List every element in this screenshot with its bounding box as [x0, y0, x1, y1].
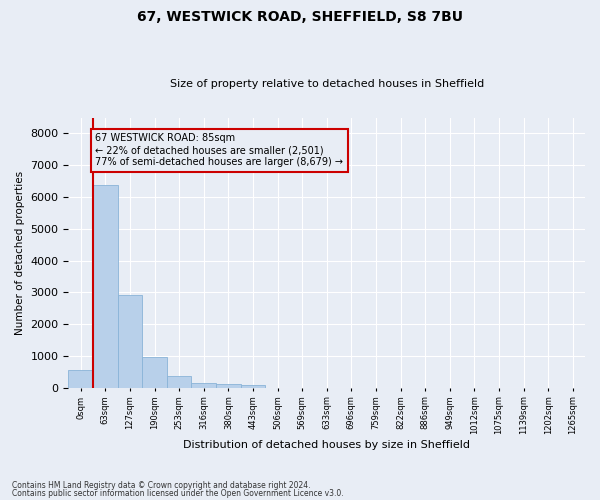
Bar [216, 384, 241, 388]
Title: Size of property relative to detached houses in Sheffield: Size of property relative to detached ho… [170, 79, 484, 89]
Text: Contains public sector information licensed under the Open Government Licence v3: Contains public sector information licen… [12, 488, 344, 498]
Y-axis label: Number of detached properties: Number of detached properties [15, 170, 25, 334]
Bar [68, 370, 93, 388]
Bar [93, 185, 118, 388]
Text: 67 WESTWICK ROAD: 85sqm
← 22% of detached houses are smaller (2,501)
77% of semi: 67 WESTWICK ROAD: 85sqm ← 22% of detache… [95, 134, 343, 166]
Bar [191, 382, 216, 388]
Bar [241, 386, 265, 388]
Bar [167, 376, 191, 388]
Bar [142, 358, 167, 388]
X-axis label: Distribution of detached houses by size in Sheffield: Distribution of detached houses by size … [183, 440, 470, 450]
Text: 67, WESTWICK ROAD, SHEFFIELD, S8 7BU: 67, WESTWICK ROAD, SHEFFIELD, S8 7BU [137, 10, 463, 24]
Text: Contains HM Land Registry data © Crown copyright and database right 2024.: Contains HM Land Registry data © Crown c… [12, 481, 311, 490]
Bar [118, 295, 142, 388]
